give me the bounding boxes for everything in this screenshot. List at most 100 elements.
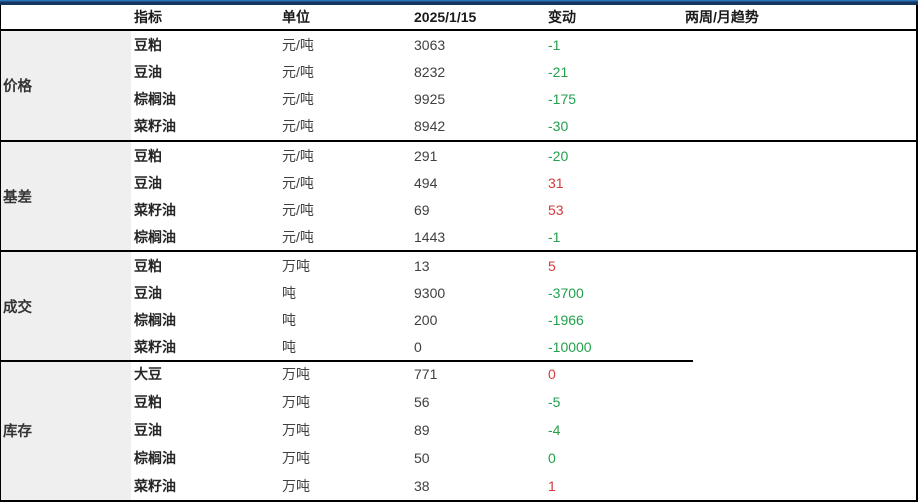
header-date: 2025/1/15	[414, 9, 477, 25]
value-cell: 38	[414, 478, 430, 494]
section-volume-rows: 豆粕 万吨 13 5 豆油 吨 9300 -3700 棕榈油 吨 200	[131, 252, 916, 360]
change-cell: 53	[548, 201, 564, 218]
trend-cell	[682, 306, 916, 333]
unit-cell: 元/吨	[282, 63, 314, 80]
change-cell: -1	[548, 228, 561, 245]
unit-cell: 元/吨	[282, 174, 314, 191]
indicator-cell: 菜籽油	[134, 338, 176, 355]
change-cell: -10000	[548, 338, 592, 355]
value-cell: 9925	[414, 91, 446, 108]
indicator-cell: 豆油	[134, 284, 162, 301]
unit-cell: 万吨	[282, 450, 310, 466]
table-row: 豆粕 万吨 56 -5	[131, 388, 916, 416]
unit-cell: 万吨	[282, 422, 310, 438]
indicator-cell: 棕榈油	[134, 311, 176, 328]
trend-cell	[682, 142, 916, 169]
indicator-table: 指标 单位 2025/1/15 变动 两周/月趋势 价格 豆粕 元/吨 3063…	[0, 5, 918, 502]
indicator-cell: 豆粕	[134, 394, 162, 410]
indicator-cell: 棕榈油	[134, 91, 176, 108]
unit-cell: 万吨	[282, 257, 310, 274]
unit-cell: 万吨	[282, 394, 310, 410]
table-row: 大豆 万吨 771 0	[131, 360, 916, 388]
unit-cell: 吨	[282, 311, 296, 328]
table-row: 豆粕 元/吨 291 -20	[131, 142, 916, 169]
indicator-cell: 棕榈油	[134, 228, 176, 245]
trend-cell	[682, 169, 916, 196]
table-row: 豆粕 万吨 13 5	[131, 252, 916, 279]
value-cell: 0	[414, 338, 422, 355]
table-row: 豆油 万吨 89 -4	[131, 416, 916, 444]
trend-cell	[682, 444, 916, 472]
indicator-cell: 豆油	[134, 422, 162, 438]
table-row: 豆油 元/吨 8232 -21	[131, 58, 916, 85]
trend-cell	[682, 360, 916, 388]
trend-cell	[682, 416, 916, 444]
change-cell: -1966	[548, 311, 584, 328]
unit-cell: 元/吨	[282, 36, 314, 53]
table-row: 菜籽油 元/吨 8942 -30	[131, 113, 916, 140]
change-cell: -21	[548, 63, 569, 80]
section-inventory: 库存 大豆 万吨 771 0 豆粕 万吨 56 -5 豆油	[1, 360, 916, 500]
top-accent-bar	[0, 0, 918, 5]
unit-cell: 元/吨	[282, 118, 314, 135]
unit-cell: 万吨	[282, 366, 310, 382]
table-row: 棕榈油 万吨 50 0	[131, 444, 916, 472]
trend-cell	[682, 31, 916, 58]
value-cell: 771	[414, 366, 438, 382]
indicator-cell: 豆粕	[134, 147, 162, 164]
value-cell: 9300	[414, 284, 446, 301]
table-row: 棕榈油 吨 200 -1966	[131, 306, 916, 333]
value-cell: 291	[414, 147, 438, 164]
group-label-price: 价格	[1, 31, 131, 140]
indicator-cell: 豆油	[134, 174, 162, 191]
change-cell: -3700	[548, 284, 584, 301]
value-cell: 8942	[414, 118, 446, 135]
trend-cell	[682, 223, 916, 250]
section-basis-rows: 豆粕 元/吨 291 -20 豆油 元/吨 494 31 菜籽油 元/吨 69	[131, 142, 916, 250]
table-row: 豆油 元/吨 494 31	[131, 169, 916, 196]
trend-cell	[682, 196, 916, 223]
section-inventory-rows: 大豆 万吨 771 0 豆粕 万吨 56 -5 豆油 万吨 89	[131, 360, 916, 500]
group-label-basis: 基差	[1, 142, 131, 250]
table-row: 菜籽油 元/吨 69 53	[131, 196, 916, 223]
value-cell: 56	[414, 394, 430, 410]
unit-cell: 万吨	[282, 478, 310, 494]
unit-cell: 吨	[282, 338, 296, 355]
change-cell: 0	[548, 366, 556, 382]
trend-cell	[682, 333, 916, 360]
indicator-cell: 豆粕	[134, 257, 162, 274]
section-price: 价格 豆粕 元/吨 3063 -1 豆油 元/吨 8232 -21 棕榈	[1, 31, 916, 140]
header-unit: 单位	[282, 9, 310, 25]
value-cell: 50	[414, 450, 430, 466]
value-cell: 200	[414, 311, 438, 328]
table-header-row: 指标 单位 2025/1/15 变动 两周/月趋势	[1, 5, 916, 31]
change-cell: -30	[548, 118, 569, 135]
table-row: 棕榈油 元/吨 9925 -175	[131, 86, 916, 113]
partial-divider-line	[1, 360, 693, 362]
change-cell: -175	[548, 91, 577, 108]
indicator-cell: 菜籽油	[134, 201, 176, 218]
change-cell: 1	[548, 478, 556, 494]
value-cell: 1443	[414, 228, 446, 245]
change-cell: 0	[548, 450, 556, 466]
unit-cell: 吨	[282, 284, 296, 301]
header-indicator: 指标	[134, 9, 162, 25]
value-cell: 69	[414, 201, 430, 218]
value-cell: 3063	[414, 36, 446, 53]
unit-cell: 元/吨	[282, 91, 314, 108]
change-cell: 5	[548, 257, 556, 274]
group-label-volume: 成交	[1, 252, 131, 360]
change-cell: -5	[548, 394, 561, 410]
section-volume: 成交 豆粕 万吨 13 5 豆油 吨 9300 -3700 棕榈油	[1, 250, 916, 360]
trend-cell	[682, 86, 916, 113]
indicator-cell: 菜籽油	[134, 478, 176, 494]
section-price-rows: 豆粕 元/吨 3063 -1 豆油 元/吨 8232 -21 棕榈油 元/吨 9…	[131, 31, 916, 140]
table-row: 棕榈油 元/吨 1443 -1	[131, 223, 916, 250]
table-row: 菜籽油 吨 0 -10000	[131, 333, 916, 360]
header-change: 变动	[548, 9, 576, 25]
trend-cell	[682, 279, 916, 306]
trend-cell	[682, 113, 916, 140]
trend-cell	[682, 388, 916, 416]
indicator-cell: 菜籽油	[134, 118, 176, 135]
header-trend: 两周/月趋势	[685, 9, 759, 25]
